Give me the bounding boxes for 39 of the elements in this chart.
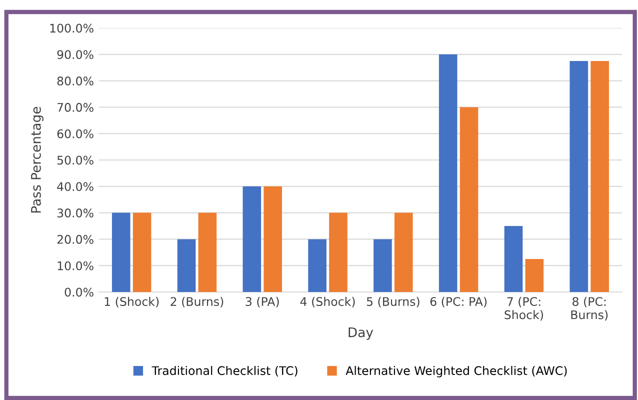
legend-label: Traditional Checklist (TC) bbox=[152, 366, 298, 376]
bar bbox=[132, 212, 152, 292]
bar bbox=[264, 186, 282, 292]
bar bbox=[112, 212, 130, 292]
x-axis-title: Day bbox=[348, 327, 374, 340]
y-tick-label: 10.0% bbox=[58, 261, 94, 270]
y-tick-label: 80.0% bbox=[57, 76, 94, 86]
bar bbox=[570, 61, 588, 292]
y-tick-label: 60.0% bbox=[57, 129, 94, 138]
legend-label: Alternative Weighted Checklist (AWC) bbox=[346, 366, 567, 378]
bar bbox=[308, 239, 326, 292]
y-axis-title: Pass Percentage bbox=[31, 106, 44, 213]
bar bbox=[177, 239, 196, 292]
x-tick-label: 4 (Shock) bbox=[300, 296, 355, 308]
x-tick-label: 8 (PC: Burns) bbox=[571, 296, 608, 321]
y-tick-label: 90.0% bbox=[57, 50, 94, 60]
x-tick-label: 2 (Burns) bbox=[170, 296, 224, 308]
y-tick-label: 0.0% bbox=[64, 288, 94, 297]
y-tick-label: 100.0% bbox=[50, 24, 94, 33]
bar bbox=[525, 259, 544, 292]
x-tick-label: 6 (PC: PA) bbox=[430, 296, 487, 308]
bar bbox=[329, 212, 348, 292]
bar bbox=[504, 226, 523, 292]
x-tick-label: 5 (Burns) bbox=[366, 296, 420, 308]
bar bbox=[198, 212, 217, 292]
x-tick-label: 3 (PA) bbox=[246, 296, 279, 308]
bar bbox=[242, 186, 262, 292]
x-tick-label: 1 (Shock) bbox=[104, 296, 159, 308]
bar bbox=[438, 54, 458, 292]
bar bbox=[460, 107, 478, 292]
bar bbox=[394, 212, 413, 292]
x-tick-label: 7 (PC: Shock) bbox=[504, 296, 544, 321]
bar bbox=[374, 239, 392, 292]
y-tick-label: 30.0% bbox=[57, 208, 94, 218]
y-tick-label: 20.0% bbox=[57, 234, 94, 244]
y-tick-label: 70.0% bbox=[57, 102, 94, 112]
bar bbox=[590, 61, 609, 292]
y-tick-label: 40.0% bbox=[57, 182, 94, 192]
y-tick-label: 50.0% bbox=[57, 156, 94, 165]
